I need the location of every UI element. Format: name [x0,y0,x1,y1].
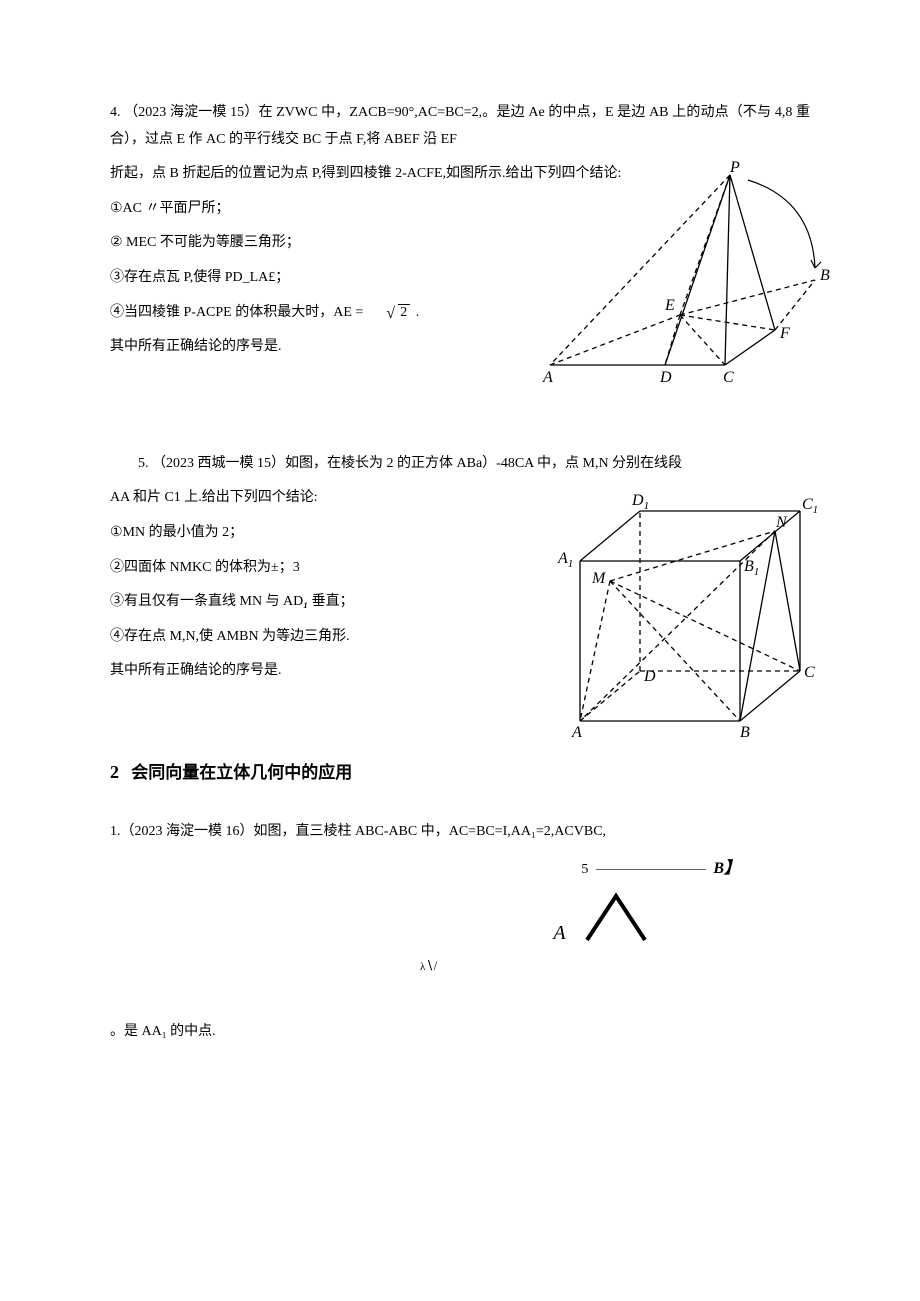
q4-label-F: F [779,325,790,342]
q5-opt3b: 垂直； [308,594,354,609]
q5-opt3a: ③有且仅有一条直线 MN 与 AD [110,594,303,609]
q4-label-E: E [664,297,675,314]
q5-label-B1: B1 [744,558,759,578]
q5-line2: AA 和片 C1 上.给出下列四个结论: [110,485,500,512]
question-1: 1.（2023 海淀一模 16）如图，直三棱柱 ABC-ABC 中，AC=BC=… [110,819,810,1054]
q4-label-D: D [659,369,672,386]
underline [596,869,706,870]
q4-label-B: B [820,267,830,284]
q1-footer-area: 5 B】 A λ∖/ 。是 AA₁ 的中点. [110,854,810,1054]
section-2-title: 2 会同向量在立体几何中的应用 [110,755,810,789]
q5-opt3: ③有且仅有一条直线 MN 与 AD₁ 垂直； [110,589,500,616]
q1-figure-fragment: 5 B】 A [581,854,740,950]
sqrt-2: 2 [386,300,410,327]
q4-opt4a: ④当四棱锥 P-ACPE 的体积最大时，AE = [110,305,363,320]
question-5: 5. （2023 西城一模 15）如图，在棱长为 2 的正方体 ABa）-48C… [110,451,810,685]
section-2-text: 会同向量在立体几何中的应用 [131,763,352,782]
q1-footB: B】 [713,860,740,877]
q5-label-D: D [643,668,656,685]
q5-options: AA 和片 C1 上.给出下列四个结论: ①MN 的最小值为 2； ②四面体 N… [110,485,500,685]
q4-opt2: ② MEC 不可能为等腰三角形； [110,230,500,257]
q5-label-M: M [591,570,607,587]
q1-footA: A [553,914,565,952]
q5-label-D1: D1 [631,492,649,512]
q5-label-B: B [740,724,750,741]
q1-end: 。是 AA₁ 的中点. [110,1019,216,1046]
q4-opt1: ①AC 〃平面尸所； [110,196,500,223]
q5-label-C: C [804,664,815,681]
q1-lambda-shape [581,890,651,946]
q4-end: 其中所有正确结论的序号是. [110,334,500,361]
q5-label-A1: A1 [557,550,573,570]
q4-opt4b: . [416,305,420,320]
q4-options: ①AC 〃平面尸所； ② MEC 不可能为等腰三角形； ③存在点瓦 P,使得 P… [110,196,500,361]
q4-line1: 4. （2023 海淀一模 15）在 ZVWC 中，ZACB=90°,AC=BC… [110,100,810,153]
q4-opt3: ③存在点瓦 P,使得 PD_LA£； [110,265,500,292]
q4-figure: A D C F E B P [530,160,830,390]
q1-line1: 1.（2023 海淀一模 16）如图，直三棱柱 ABC-ABC 中，AC=BC=… [110,819,810,846]
q5-label-A: A [571,724,582,741]
q5-label-C1: C1 [802,496,818,516]
question-4: 4. （2023 海淀一模 15）在 ZVWC 中，ZACB=90°,AC=BC… [110,100,810,361]
section-2-num: 2 [110,762,119,782]
q4-label-A: A [542,369,553,386]
q5-line1: 5. （2023 西城一模 15）如图，在棱长为 2 的正方体 ABa）-48C… [110,451,810,478]
q5-opt2: ②四面体 NMKC 的体积为±；3 [110,555,500,582]
q5-label-N: N [775,514,788,531]
q1-foot5: 5 [581,862,588,877]
q5-opt1: ①MN 的最小值为 2； [110,520,500,547]
lambda-mark: λ∖/ [420,954,437,979]
q4-opt4: ④当四棱锥 P-ACPE 的体积最大时，AE = 2 . [110,300,500,327]
q5-end: 其中所有正确结论的序号是. [110,658,500,685]
q5-figure: A B C D A1 B1 C1 D1 M N [540,481,820,741]
q4-label-C: C [723,369,734,386]
q5-opt4: ④存在点 M,N,使 AMBN 为等边三角形. [110,624,500,651]
q4-label-P: P [729,160,740,176]
